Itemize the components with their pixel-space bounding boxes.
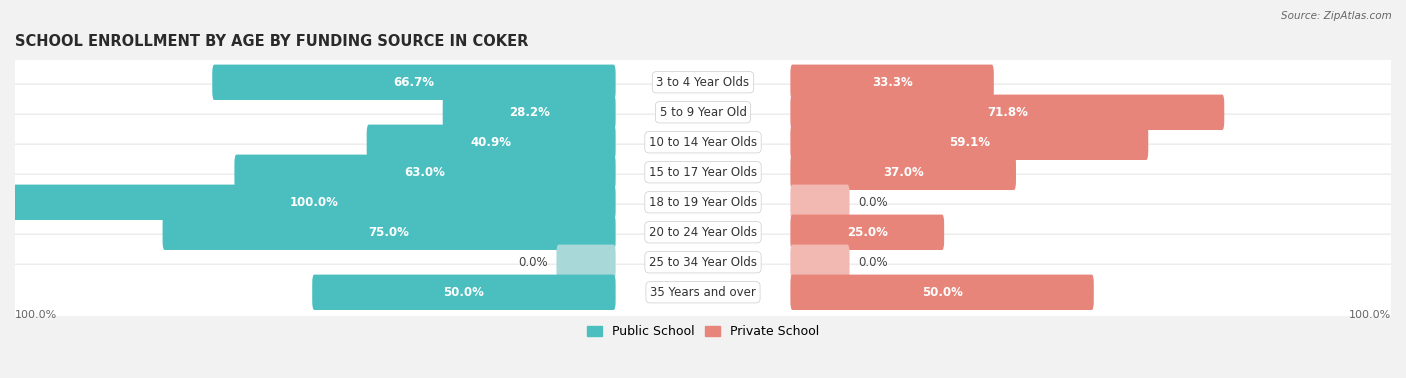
Text: Source: ZipAtlas.com: Source: ZipAtlas.com bbox=[1281, 11, 1392, 21]
FancyBboxPatch shape bbox=[790, 65, 994, 100]
FancyBboxPatch shape bbox=[163, 215, 616, 250]
Text: 0.0%: 0.0% bbox=[858, 196, 887, 209]
FancyBboxPatch shape bbox=[790, 215, 945, 250]
Text: 28.2%: 28.2% bbox=[509, 106, 550, 119]
Text: 18 to 19 Year Olds: 18 to 19 Year Olds bbox=[650, 196, 756, 209]
Text: 0.0%: 0.0% bbox=[858, 256, 887, 269]
FancyBboxPatch shape bbox=[790, 94, 1225, 130]
FancyBboxPatch shape bbox=[11, 114, 1395, 170]
FancyBboxPatch shape bbox=[11, 54, 1395, 110]
Text: 0.0%: 0.0% bbox=[519, 256, 548, 269]
Text: 35 Years and over: 35 Years and over bbox=[650, 286, 756, 299]
Text: 40.9%: 40.9% bbox=[471, 136, 512, 149]
FancyBboxPatch shape bbox=[11, 144, 1395, 200]
Legend: Public School, Private School: Public School, Private School bbox=[582, 321, 824, 343]
Text: 100.0%: 100.0% bbox=[15, 310, 58, 320]
FancyBboxPatch shape bbox=[443, 94, 616, 130]
FancyBboxPatch shape bbox=[790, 245, 849, 280]
Text: 100.0%: 100.0% bbox=[290, 196, 339, 209]
Text: 63.0%: 63.0% bbox=[405, 166, 446, 179]
Text: 59.1%: 59.1% bbox=[949, 136, 990, 149]
Text: 25 to 34 Year Olds: 25 to 34 Year Olds bbox=[650, 256, 756, 269]
FancyBboxPatch shape bbox=[11, 234, 1395, 290]
FancyBboxPatch shape bbox=[790, 155, 1017, 190]
Text: 50.0%: 50.0% bbox=[922, 286, 963, 299]
FancyBboxPatch shape bbox=[235, 155, 616, 190]
Text: 5 to 9 Year Old: 5 to 9 Year Old bbox=[659, 106, 747, 119]
FancyBboxPatch shape bbox=[790, 184, 849, 220]
FancyBboxPatch shape bbox=[790, 274, 1094, 310]
FancyBboxPatch shape bbox=[11, 174, 1395, 231]
FancyBboxPatch shape bbox=[557, 245, 616, 280]
FancyBboxPatch shape bbox=[367, 125, 616, 160]
FancyBboxPatch shape bbox=[13, 184, 616, 220]
Text: 75.0%: 75.0% bbox=[368, 226, 409, 239]
Text: 20 to 24 Year Olds: 20 to 24 Year Olds bbox=[650, 226, 756, 239]
FancyBboxPatch shape bbox=[790, 125, 1149, 160]
Text: 71.8%: 71.8% bbox=[987, 106, 1028, 119]
FancyBboxPatch shape bbox=[212, 65, 616, 100]
FancyBboxPatch shape bbox=[11, 204, 1395, 260]
Text: 15 to 17 Year Olds: 15 to 17 Year Olds bbox=[650, 166, 756, 179]
Text: 3 to 4 Year Olds: 3 to 4 Year Olds bbox=[657, 76, 749, 89]
Text: 66.7%: 66.7% bbox=[394, 76, 434, 89]
FancyBboxPatch shape bbox=[11, 84, 1395, 141]
Text: 37.0%: 37.0% bbox=[883, 166, 924, 179]
Text: 25.0%: 25.0% bbox=[846, 226, 887, 239]
Text: 50.0%: 50.0% bbox=[443, 286, 484, 299]
Text: 10 to 14 Year Olds: 10 to 14 Year Olds bbox=[650, 136, 756, 149]
FancyBboxPatch shape bbox=[312, 274, 616, 310]
Text: 100.0%: 100.0% bbox=[1348, 310, 1391, 320]
Text: 33.3%: 33.3% bbox=[872, 76, 912, 89]
FancyBboxPatch shape bbox=[11, 264, 1395, 321]
Text: SCHOOL ENROLLMENT BY AGE BY FUNDING SOURCE IN COKER: SCHOOL ENROLLMENT BY AGE BY FUNDING SOUR… bbox=[15, 34, 529, 49]
